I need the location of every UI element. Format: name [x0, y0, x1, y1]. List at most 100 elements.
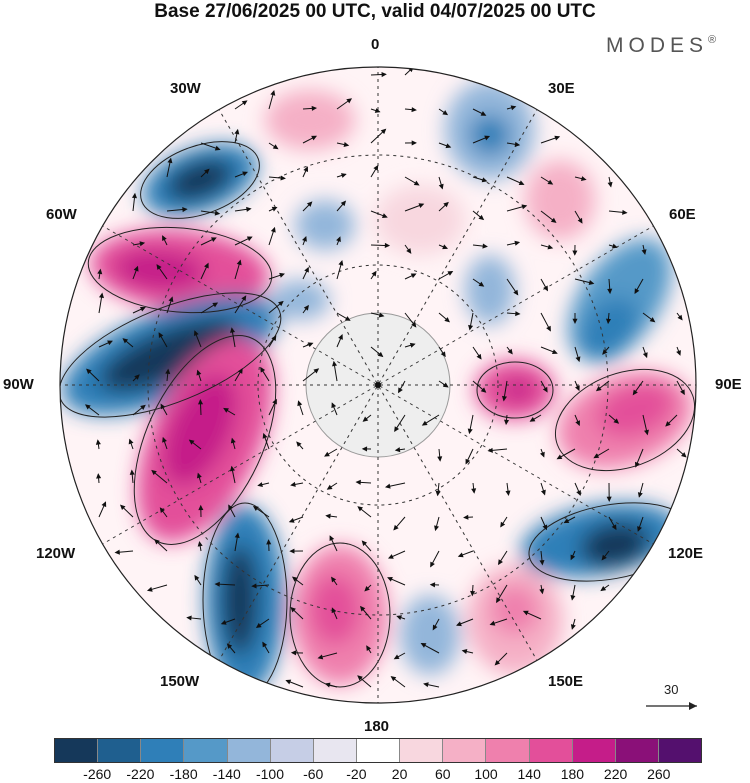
wind-arrow — [574, 380, 580, 392]
wind-arrow — [496, 584, 508, 604]
wind-arrow — [632, 380, 644, 396]
wind-arrow — [357, 675, 372, 688]
contour-line — [289, 542, 391, 688]
wind-arrow — [132, 306, 146, 314]
wind-arrow — [336, 312, 351, 321]
wind-arrow — [288, 516, 304, 523]
wind-arrow — [234, 236, 253, 246]
wind-arrow — [336, 236, 341, 246]
wind-arrow — [634, 278, 644, 295]
wind-arrow — [266, 539, 272, 552]
wind-arrow — [393, 516, 406, 531]
wind-arrow — [291, 576, 304, 586]
meridian-line — [100, 224, 656, 546]
wind-arrow — [423, 682, 440, 688]
wind-arrow — [370, 312, 385, 318]
wind-arrow — [370, 242, 391, 248]
wind-arrow — [336, 259, 344, 280]
colorbar-swatch — [400, 739, 444, 762]
colorbar-swatch — [55, 739, 99, 762]
wind-arrow — [252, 505, 270, 518]
wind-arrow — [506, 204, 528, 212]
anomaly-blob — [596, 382, 674, 438]
wind-arrow — [472, 346, 482, 360]
anomaly-blob — [465, 255, 515, 325]
wind-arrow — [438, 108, 449, 116]
wind-arrow — [676, 448, 687, 458]
colorbar-swatch — [658, 739, 702, 762]
lon-label-30e: 30E — [548, 80, 575, 97]
anomaly-blob — [167, 159, 233, 201]
contour-line — [554, 368, 696, 472]
wind-arrow — [467, 414, 474, 435]
wind-arrow — [302, 235, 307, 246]
lon-label-90e: 90E — [715, 376, 742, 393]
anomaly-blob — [99, 318, 241, 392]
wind-arrow — [574, 346, 581, 363]
wind-arrow — [593, 448, 610, 459]
wind-arrow — [336, 333, 343, 348]
registered-mark: ® — [708, 34, 717, 46]
colorbar-tick-label: -140 — [212, 766, 241, 782]
wind-arrow — [642, 414, 649, 436]
wind-arrow — [146, 584, 168, 592]
wind-arrow — [468, 312, 474, 331]
anomaly-field — [60, 67, 696, 703]
wind-scale-arrow-icon — [646, 702, 697, 710]
map-title: Base 27/06/2025 00 UTC, valid 04/07/2025… — [154, 1, 596, 22]
wind-arrow — [461, 649, 474, 654]
wind-arrow — [404, 273, 417, 280]
wind-arrow — [357, 506, 372, 518]
lon-label-180: 180 — [364, 718, 390, 735]
colorbar-tick-label: 140 — [517, 766, 541, 782]
colorbar-tick-label: -180 — [169, 766, 198, 782]
wind-arrow — [131, 192, 137, 212]
wind-arrow — [297, 400, 304, 416]
wind-arrow — [608, 516, 617, 531]
wind-arrow — [114, 549, 134, 555]
wind-arrow — [370, 72, 387, 78]
wind-arrow — [132, 404, 146, 416]
wind-arrow — [324, 448, 338, 457]
colorbar-tick-label: -220 — [126, 766, 155, 782]
wind-arrow — [438, 142, 452, 149]
wind-arrow — [268, 142, 279, 150]
wind-arrow — [223, 407, 236, 416]
wind-arrow — [97, 268, 103, 280]
wind-arrow — [364, 584, 372, 592]
wind-arrow — [200, 262, 209, 280]
lon-label-90w: 90W — [3, 376, 34, 393]
anomaly-blob — [503, 378, 533, 402]
wind-arrow — [472, 380, 487, 393]
wind-arrow — [336, 98, 353, 110]
wind-arrow — [359, 605, 372, 620]
wind-arrow — [230, 437, 236, 450]
wind-arrow — [331, 607, 338, 620]
wind-arrow — [196, 472, 202, 484]
wind-arrow — [539, 584, 545, 595]
wind-arrow — [522, 610, 542, 620]
colorbar-swatch — [615, 739, 659, 762]
wind-arrow — [432, 618, 440, 631]
wind-arrow — [601, 550, 610, 561]
anomaly-blob — [525, 160, 595, 240]
wind-arrow — [196, 369, 202, 382]
wind-arrow — [642, 312, 656, 323]
lon-label-120w: 120W — [36, 545, 76, 562]
colorbar-swatch — [529, 739, 573, 762]
wind-arrow — [676, 380, 685, 396]
wind-arrow — [572, 312, 578, 324]
wind-arrow — [472, 108, 487, 116]
wind-arrow — [95, 439, 101, 450]
wind-arrow — [540, 278, 548, 292]
wind-arrow — [540, 380, 548, 393]
lon-label-60w: 60W — [46, 206, 77, 223]
wind-arrow — [540, 312, 551, 332]
wind-arrow — [457, 550, 474, 558]
wind-arrow — [540, 482, 546, 496]
wind-arrow — [420, 642, 440, 654]
wind-arrow — [506, 346, 513, 355]
wind-arrow — [572, 244, 578, 256]
colorbar-tick-label: -20 — [346, 766, 367, 782]
